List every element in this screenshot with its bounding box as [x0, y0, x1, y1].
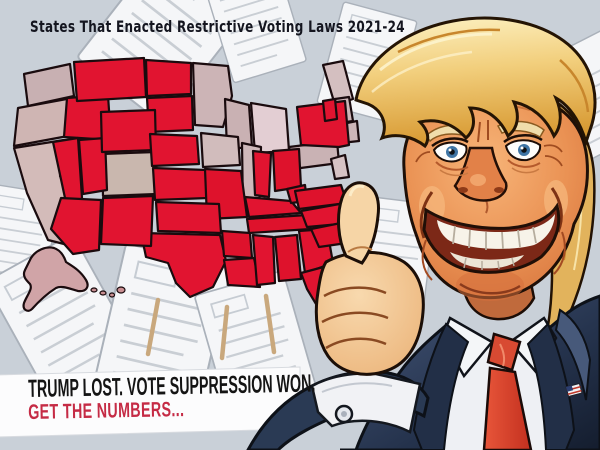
state-oregon: [12, 96, 74, 148]
state-indiana: [251, 149, 273, 199]
hair-streaks: [371, 28, 590, 113]
teeth-upper-gaps: [452, 225, 537, 250]
eye-bags: [435, 159, 541, 177]
lapel-right: [526, 322, 576, 450]
cufflink-center: [341, 411, 347, 417]
chin-shading: [456, 269, 524, 301]
eye-right-glint: [520, 146, 524, 150]
teeth-upper: [437, 214, 555, 249]
state-colorado: [100, 150, 159, 198]
state-utah: [77, 136, 109, 196]
state-vermont: [321, 97, 339, 123]
teeth-lower: [450, 252, 524, 269]
jowl-left: [421, 239, 433, 281]
state-arizona: [49, 196, 103, 256]
cuff-line: [321, 382, 393, 393]
eyelid-left: [431, 137, 469, 148]
state-north-dakota: [144, 58, 193, 98]
jowl-right: [553, 231, 566, 275]
lapel-right-fold: [554, 308, 592, 401]
page-title: States That Enacted Restrictive Voting L…: [30, 17, 405, 36]
state-iowa: [199, 131, 242, 169]
state-montana: [72, 56, 148, 103]
thumb-base-shadow: [347, 246, 373, 253]
finger-creases: [321, 286, 389, 350]
brow-furrows: [477, 120, 489, 143]
eyelid-right: [503, 134, 543, 144]
state-alabama: [273, 233, 303, 283]
eye-left-glint: [448, 148, 452, 152]
state-arkansas: [220, 229, 254, 260]
nostril-right: [494, 187, 504, 193]
nasolabial-left: [419, 191, 434, 239]
lapel-left: [412, 322, 470, 450]
state-washington: [22, 62, 76, 108]
nose-highlight: [470, 174, 486, 186]
thumb-highlight: [348, 184, 365, 197]
state-nebraska: [148, 132, 201, 168]
state-oklahoma: [154, 200, 223, 235]
state-kansas: [151, 166, 210, 202]
crows-feet: [415, 144, 563, 167]
alaska-islands: [90, 286, 126, 298]
trump-caricature-illustration: [246, 16, 600, 450]
nose: [453, 146, 508, 202]
state-ohio: [271, 147, 303, 193]
chin-crease: [459, 282, 521, 295]
state-alaska: [22, 246, 89, 312]
state-louisiana: [222, 256, 262, 289]
tie-highlight: [499, 343, 505, 367]
state-new-mexico: [99, 194, 155, 248]
state-wyoming: [99, 108, 158, 154]
caption-line-2: GET THE NUMBERS...: [28, 398, 185, 424]
state-mississippi: [251, 233, 277, 287]
thumb: [337, 181, 380, 265]
flag-pin-icon: [565, 382, 583, 398]
teeth-lower-gaps: [463, 257, 515, 270]
state-new-jersey: [329, 153, 351, 181]
us-map-illustration: [12, 56, 361, 312]
nasolabial-right: [550, 187, 563, 233]
tie-blade: [482, 366, 533, 450]
state-maine: [321, 59, 355, 107]
nostril-left: [458, 187, 468, 193]
